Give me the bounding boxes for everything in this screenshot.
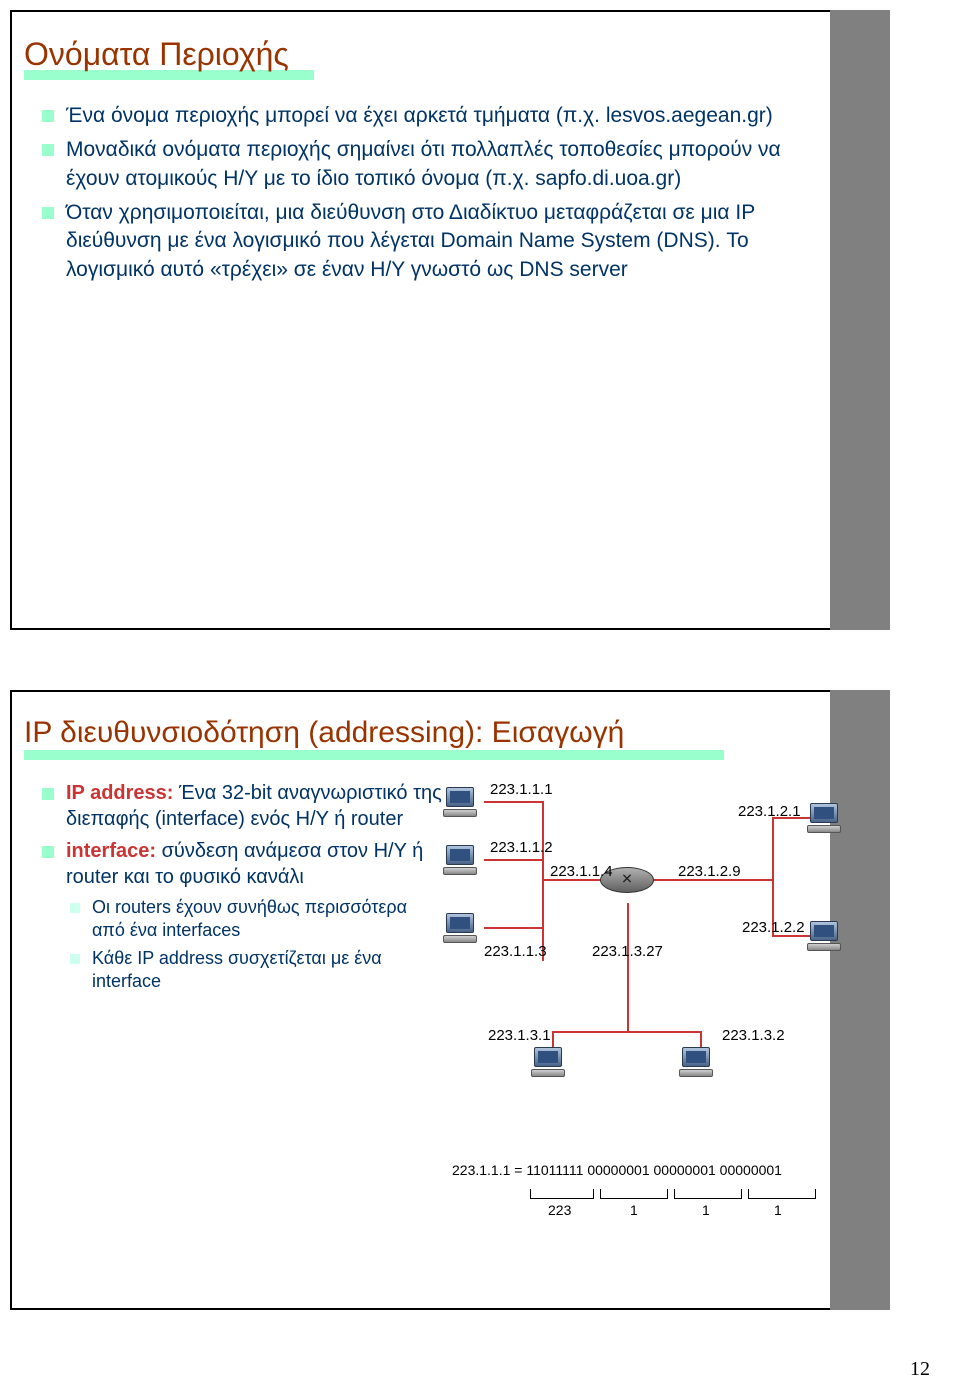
pc-icon [682,1047,722,1079]
ip-label: 223.1.3.27 [592,943,663,960]
binary-equation: 223.1.1.1 = 11011111 00000001 00000001 0… [452,1162,782,1178]
ip-label: 223.1.2.1 [738,803,801,820]
bullet-text: interface: σύνδεση ανάμεσα στον Η/Υ ή ro… [66,838,442,890]
slide1-title: Ονόματα Περιοχής [24,36,289,73]
binary-label: 223 [548,1202,571,1218]
ip-label: 223.1.2.9 [678,863,741,880]
bullet-marker-icon [70,954,80,964]
ip-label: 223.1.1.1 [490,781,553,798]
pc-icon [810,803,850,835]
pc-icon [810,921,850,953]
network-link [484,801,544,803]
slide2-title-box: IP διευθυνσιοδότηση (addressing): Εισαγω… [24,712,624,754]
network-link [484,927,544,929]
ip-label: 223.1.2.2 [742,919,805,936]
ip-label: 223.1.1.3 [484,943,547,960]
bullet-text: Οι routers έχουν συνήθως περισσότερα από… [92,896,442,943]
slide-2: IP διευθυνσιοδότηση (addressing): Εισαγω… [10,690,890,1310]
bullet-marker-icon [42,207,54,219]
ip-label: 223.1.1.2 [490,839,553,856]
network-link [627,903,629,1033]
bullet-marker-icon [42,110,54,122]
bullet-text: IP address: Ένα 32-bit αναγνωριστικό της… [66,780,442,832]
ip-label: 223.1.3.1 [488,1027,551,1044]
slide1-content: Ένα όνομα περιοχής μπορεί να έχει αρκετά… [42,102,802,290]
slide2-content: IP address: Ένα 32-bit αναγνωριστικό της… [42,780,442,998]
bullet-item: Όταν χρησιμοποιείται, μια διεύθυνση στο … [42,199,802,284]
slide-sidebar [830,10,890,630]
network-diagram: 223.1.1.1 223.1.1.2 223.1.1.3 223.1.1.4 … [442,787,862,1147]
binary-brackets [530,1182,816,1198]
slide-1: Ονόματα Περιοχής Ένα όνομα περιοχής μπορ… [10,10,890,630]
bullet-item: Μοναδικά ονόματα περιοχής σημαίνει ότι π… [42,136,802,193]
slide2-title: IP διευθυνσιοδότηση (addressing): Εισαγω… [24,716,624,750]
page-number: 12 [910,1358,930,1381]
bullet-marker-icon [42,788,54,800]
bullet-marker-icon [42,144,54,156]
bullet-text: Ένα όνομα περιοχής μπορεί να έχει αρκετά… [66,102,802,130]
binary-label: 1 [774,1202,782,1218]
key-label: interface: [66,840,156,862]
bullet-text: Κάθε IP address συσχετίζεται με ένα inte… [92,947,442,994]
bullet-text: Μοναδικά ονόματα περιοχής σημαίνει ότι π… [66,136,802,193]
bullet-item: IP address: Ένα 32-bit αναγνωριστικό της… [42,780,442,832]
bullet-marker-icon [42,846,54,858]
sub-bullet-item: Κάθε IP address συσχετίζεται με ένα inte… [70,947,442,994]
network-link [552,1031,702,1033]
slide1-title-box: Ονόματα Περιοχής [24,32,289,77]
pc-icon [446,787,486,819]
network-link [484,859,544,861]
binary-label: 1 [702,1202,710,1218]
pc-icon [446,845,486,877]
bullet-text: Όταν χρησιμοποιείται, μια διεύθυνση στο … [66,199,802,284]
key-label: IP address: [66,782,173,804]
ip-label: 223.1.1.4 [550,863,613,880]
sub-bullet-item: Οι routers έχουν συνήθως περισσότερα από… [70,896,442,943]
binary-label: 1 [630,1202,638,1218]
bullet-item: Ένα όνομα περιοχής μπορεί να έχει αρκετά… [42,102,802,130]
bullet-marker-icon [70,903,80,913]
bullet-item: interface: σύνδεση ανάμεσα στον Η/Υ ή ro… [42,838,442,890]
ip-label: 223.1.3.2 [722,1027,785,1044]
pc-icon [534,1047,574,1079]
network-link [542,801,544,961]
pc-icon [446,913,486,945]
